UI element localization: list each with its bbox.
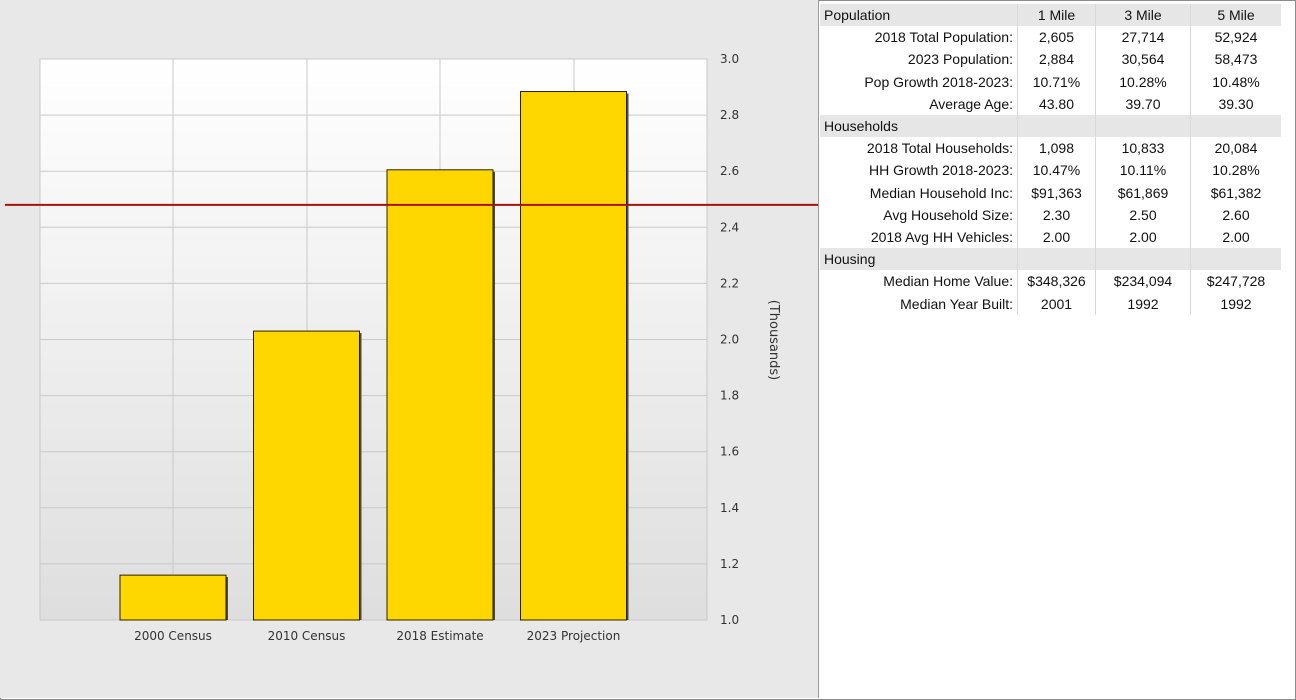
- table-row: 2018 Total Population: 2,605 27,714 52,924: [820, 26, 1281, 49]
- table-row: 2018 Avg HH Vehicles: 2.00 2.00 2.00: [820, 225, 1281, 249]
- row-label: 2023 Population:: [907, 51, 1013, 68]
- row-value: 10.71%: [1017, 70, 1096, 93]
- y-tick-label: 2.4: [720, 220, 739, 234]
- column-header: 1 Mile: [1017, 4, 1096, 27]
- column-header: [1017, 248, 1096, 271]
- row-label: 2018 Total Households:: [866, 140, 1013, 157]
- row-value: $91,363: [1017, 181, 1096, 204]
- row-label: Avg Household Size:: [883, 206, 1013, 223]
- row-value: 1992: [1095, 292, 1191, 315]
- row-value: $348,326: [1017, 270, 1096, 293]
- column-header: [1190, 248, 1281, 271]
- panel-divider: [818, 0, 819, 698]
- row-value: 2,884: [1017, 48, 1096, 71]
- row-value: 2.00: [1095, 225, 1191, 249]
- population-bar-chart: 2000 Census 2010 Census 2018 Estimate 2023 …: [5, 52, 818, 643]
- section-title: Population: [820, 4, 1018, 27]
- row-value: 2.50: [1095, 203, 1191, 226]
- bar-2010-census: [253, 330, 360, 621]
- bar-2018-estimate: [386, 169, 494, 621]
- row-value: $61,869: [1095, 181, 1191, 204]
- table-row: HH Growth 2018-2023: 10.47% 10.11% 10.28%: [820, 159, 1281, 182]
- row-value: 30,564: [1095, 48, 1191, 71]
- bar-2000-census: [119, 574, 227, 621]
- column-header: 3 Mile: [1095, 4, 1191, 27]
- section-header-row: Population 1 Mile 3 Mile 5 Mile: [820, 4, 1281, 27]
- y-axis-label: (Thousands): [766, 300, 781, 381]
- x-tick-label: 2023 Projection: [527, 629, 621, 643]
- row-value: 10.28%: [1190, 159, 1281, 182]
- column-header: [1095, 248, 1191, 271]
- table-row: Median Home Value: $348,326 $234,094 $247,7…: [820, 270, 1281, 293]
- y-tick-label: 2.2: [720, 276, 739, 290]
- row-value: 10.47%: [1017, 159, 1096, 182]
- row-value: 58,473: [1190, 48, 1281, 71]
- row-value: 10.48%: [1190, 70, 1281, 93]
- row-label: 2018 Total Population:: [874, 29, 1013, 46]
- row-label: Average Age:: [929, 95, 1013, 112]
- row-label: Median Year Built:: [900, 295, 1013, 312]
- column-header: [1017, 114, 1096, 138]
- section-header-row: Households: [820, 114, 1281, 138]
- y-tick-label: 1.6: [720, 445, 739, 459]
- table-row: Average Age: 43.80 39.70 39.30: [820, 92, 1281, 115]
- row-value: 39.30: [1190, 92, 1281, 115]
- x-tick-label: 2010 Census: [268, 629, 346, 643]
- y-tick-label: 3.0: [720, 52, 739, 66]
- table-row: Median Household Inc: $91,363 $61,869 $61,3…: [820, 181, 1281, 204]
- table-row: Avg Household Size: 2.30 2.50 2.60: [820, 203, 1281, 226]
- y-tick-label: 2.6: [720, 164, 739, 178]
- y-tick-label: 2.8: [720, 108, 739, 122]
- row-value: 2.00: [1017, 225, 1096, 249]
- row-label: Median Household Inc:: [869, 184, 1013, 201]
- y-tick-label: 2.0: [720, 333, 739, 347]
- column-header: [1190, 114, 1281, 138]
- x-tick-label: 2018 Estimate: [396, 629, 483, 643]
- row-value: $247,728: [1190, 270, 1281, 293]
- table-row: Pop Growth 2018-2023: 10.71% 10.28% 10.48%: [820, 70, 1281, 93]
- row-value: 2,605: [1017, 26, 1096, 49]
- row-value: 2001: [1017, 292, 1096, 315]
- row-value: 1992: [1190, 292, 1281, 315]
- column-header: [1095, 114, 1191, 138]
- y-tick-labels: 1.0 1.2 1.4 1.6 1.8 2.0 2.2 2.4 2.6 2.8 3.0: [720, 52, 739, 627]
- row-value: 2.60: [1190, 203, 1281, 226]
- row-label: HH Growth 2018-2023:: [869, 162, 1013, 179]
- y-tick-label: 1.8: [720, 389, 739, 403]
- row-label: Median Home Value:: [883, 273, 1013, 290]
- row-label: 2018 Avg HH Vehicles:: [870, 228, 1013, 245]
- section-title: Housing: [820, 248, 1018, 271]
- row-value: $234,094: [1095, 270, 1191, 293]
- demographics-table: Population 1 Mile 3 Mile 5 Mile 2018 Total P…: [820, 4, 1281, 315]
- row-value: 1,098: [1017, 137, 1096, 160]
- row-value: $61,382: [1190, 181, 1281, 204]
- y-tick-label: 1.0: [720, 613, 739, 627]
- row-value: 52,924: [1190, 26, 1281, 49]
- row-value: 27,714: [1095, 26, 1191, 49]
- row-value: 10.28%: [1095, 70, 1191, 93]
- table-row: 2023 Population: 2,884 30,564 58,473: [820, 48, 1281, 71]
- row-value: 2.30: [1017, 203, 1096, 226]
- table-row: 2018 Total Households: 1,098 10,833 20,084: [820, 137, 1281, 160]
- row-value: 39.70: [1095, 92, 1191, 115]
- row-value: 10,833: [1095, 137, 1191, 160]
- y-tick-label: 1.4: [720, 501, 739, 515]
- bars: [119, 91, 629, 621]
- population-chart-panel: 2000 Census 2010 Census 2018 Estimate 2023 …: [0, 0, 818, 698]
- row-value: 20,084: [1190, 137, 1281, 160]
- row-label: Pop Growth 2018-2023:: [864, 73, 1013, 90]
- section-header-row: Housing: [820, 248, 1281, 271]
- x-tick-labels: 2000 Census 2010 Census 2018 Estimate 2023 …: [134, 629, 620, 643]
- y-tick-label: 1.2: [720, 557, 739, 571]
- row-value: 10.11%: [1095, 159, 1191, 182]
- row-value: 43.80: [1017, 92, 1096, 115]
- column-header: 5 Mile: [1190, 4, 1281, 27]
- x-tick-label: 2000 Census: [134, 629, 212, 643]
- table-row: Median Year Built: 2001 1992 1992: [820, 292, 1281, 315]
- section-title: Households: [820, 114, 1018, 138]
- bar-2023-projection: [520, 91, 627, 621]
- row-value: 2.00: [1190, 225, 1281, 249]
